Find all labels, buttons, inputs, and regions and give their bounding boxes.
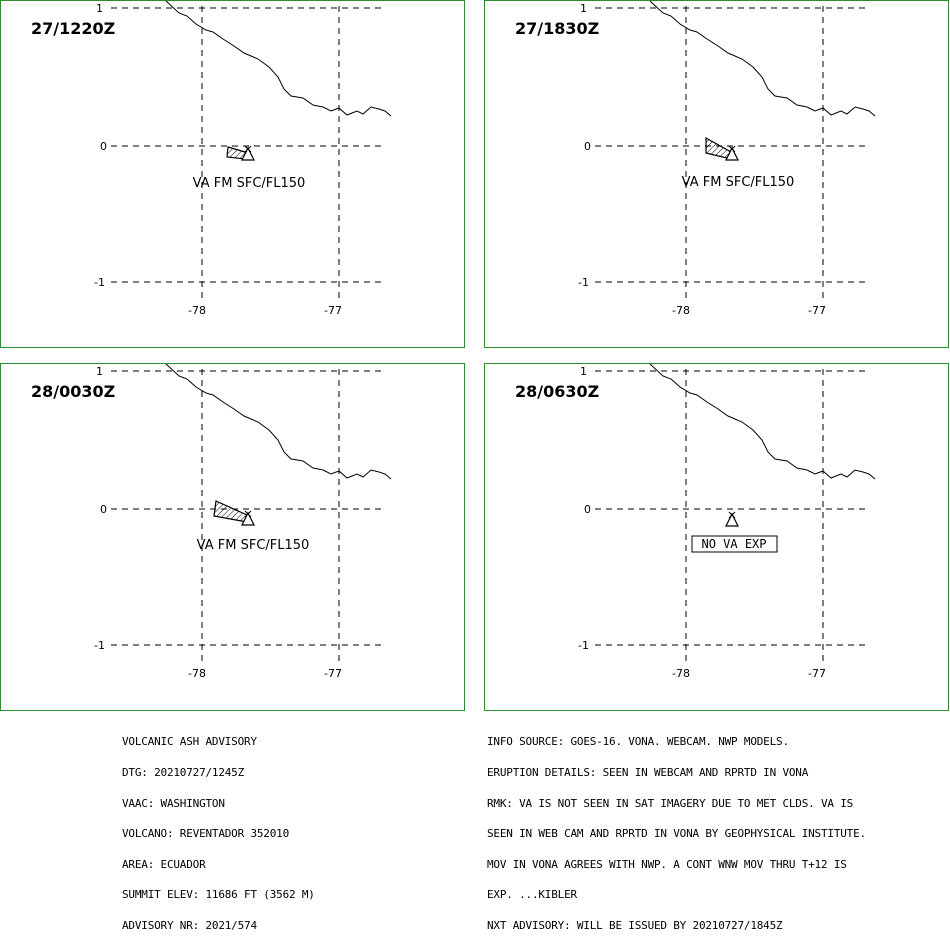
advisory-left-text: VOLCANIC ASH ADVISORY DTG: 20210727/1245…	[122, 717, 315, 941]
map-panel-1: 27/1220Z 1 0 -1 -78 -77 VA FM SFC/FL150	[0, 0, 465, 348]
lat-label-0: 0	[584, 503, 591, 516]
lon-label-77: -77	[808, 667, 826, 680]
lon-label-78: -78	[188, 304, 206, 317]
ash-plume-polygon	[705, 136, 732, 160]
map-panel-3: 28/0030Z 1 0 -1 -78 -77 VA FM SFC/FL150	[0, 363, 465, 711]
va-label: VA FM SFC/FL150	[197, 538, 310, 553]
map-canvas: 1 0 -1 -78 -77 NO VA EXP	[578, 363, 876, 680]
advisory-line: ADVISORY NR: 2021/574	[122, 919, 257, 933]
lon-label-77: -77	[324, 304, 342, 317]
volcano-icon	[725, 511, 739, 527]
advisory-line: NXT ADVISORY: WILL BE ISSUED BY 20210727…	[487, 919, 783, 933]
lat-label-neg1: -1	[94, 276, 105, 289]
advisory-line: INFO SOURCE: GOES-16. VONA. WEBCAM. NWP …	[487, 735, 789, 749]
advisory-line: DTG: 20210727/1245Z	[122, 766, 245, 780]
advisory-line: AREA: ECUADOR	[122, 857, 206, 871]
ash-plume-polygon	[226, 146, 246, 160]
lon-label-77: -77	[808, 304, 826, 317]
lat-label-0: 0	[100, 503, 107, 516]
coastline	[165, 0, 392, 117]
volcano-icon	[725, 145, 739, 161]
no-va-box	[691, 535, 778, 553]
lon-label-77: -77	[324, 667, 342, 680]
coastline	[649, 363, 876, 480]
ash-plume	[213, 500, 248, 523]
lat-label-neg1: -1	[578, 276, 589, 289]
panel-time-label: 28/0630Z	[515, 382, 600, 401]
lat-label-1: 1	[96, 2, 103, 15]
map-canvas: 1 0 -1 -78 -77 VA FM SFC/FL150	[94, 363, 392, 680]
panel-time-label: 27/1830Z	[515, 19, 600, 38]
grid-lines	[595, 6, 870, 299]
advisory-line: VOLCANO: REVENTADOR 352010	[122, 827, 289, 841]
no-va-label: NO VA EXP	[701, 537, 766, 551]
advisory-line: VOLCANIC ASH ADVISORY	[122, 735, 257, 749]
map-panel-2: 27/1830Z 1 0 -1 -78 -77 VA FM SFC/FL150	[484, 0, 949, 348]
lat-label-1: 1	[580, 2, 587, 15]
lat-label-neg1: -1	[94, 639, 105, 652]
va-label: VA FM SFC/FL150	[682, 175, 795, 190]
lat-label-1: 1	[96, 365, 103, 378]
advisory-right-text: INFO SOURCE: GOES-16. VONA. WEBCAM. NWP …	[487, 717, 866, 941]
volcano-icon	[241, 510, 255, 526]
grid-lines	[111, 369, 386, 662]
lat-label-0: 0	[100, 140, 107, 153]
lat-label-0: 0	[584, 140, 591, 153]
advisory-line: SUMMIT ELEV: 11686 FT (3562 M)	[122, 888, 315, 902]
grid-lines	[595, 369, 870, 662]
map-canvas: 1 0 -1 -78 -77 VA FM SFC/FL150	[94, 0, 392, 317]
coastline	[649, 0, 876, 117]
advisory-line: RMK: VA IS NOT SEEN IN SAT IMAGERY DUE T…	[487, 796, 854, 810]
lat-label-neg1: -1	[578, 639, 589, 652]
grid-lines	[111, 6, 386, 299]
coastline	[165, 363, 392, 480]
advisory-line: MOV IN VONA AGREES WITH NWP. A CONT WNW …	[487, 857, 847, 871]
advisory-line: ERUPTION DETAILS: SEEN IN WEBCAM AND RPR…	[487, 766, 809, 780]
ash-plume-polygon	[213, 500, 248, 523]
lon-label-78: -78	[672, 667, 690, 680]
ash-plume	[705, 136, 732, 160]
lon-label-78: -78	[188, 667, 206, 680]
va-label: VA FM SFC/FL150	[193, 176, 306, 191]
volcano-icon	[241, 145, 255, 161]
advisory-line: SEEN IN WEB CAM AND RPRTD IN VONA BY GEO…	[487, 827, 866, 841]
map-canvas: 1 0 -1 -78 -77 VA FM SFC/FL150	[578, 0, 876, 317]
advisory-line: VAAC: WASHINGTON	[122, 796, 225, 810]
lon-label-78: -78	[672, 304, 690, 317]
ash-plume	[226, 146, 246, 160]
panel-time-label: 27/1220Z	[31, 19, 116, 38]
advisory-line: EXP. ...KIBLER	[487, 888, 577, 902]
lat-label-1: 1	[580, 365, 587, 378]
panel-time-label: 28/0030Z	[31, 382, 116, 401]
map-panel-4: 28/0630Z 1 0 -1 -78 -77 NO VA EXP	[484, 363, 949, 711]
